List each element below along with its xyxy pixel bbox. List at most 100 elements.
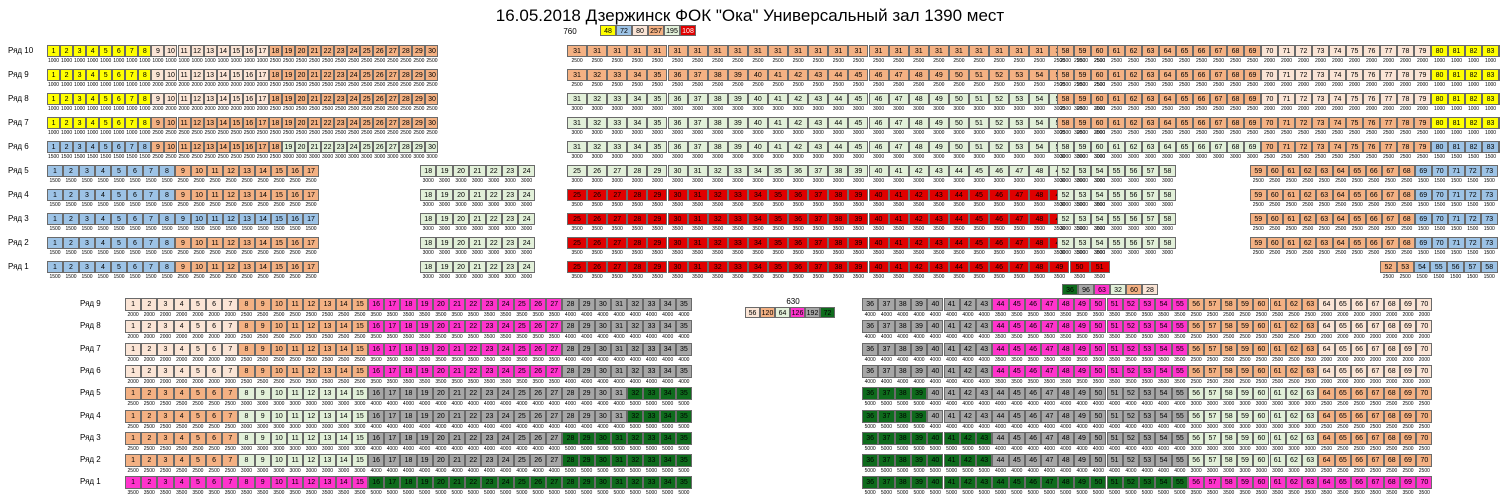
seat[interactable]: 42: [960, 387, 976, 400]
seat[interactable]: 13: [204, 69, 217, 81]
seat[interactable]: 14: [336, 432, 352, 445]
seat[interactable]: 4: [174, 410, 190, 423]
seat[interactable]: 58: [1057, 93, 1074, 105]
seat[interactable]: 16: [287, 237, 303, 249]
seat[interactable]: 64: [1159, 69, 1176, 81]
seat[interactable]: 37: [808, 189, 828, 201]
seat[interactable]: 68: [1227, 117, 1244, 129]
seat[interactable]: 62: [1300, 237, 1317, 249]
seat[interactable]: 57: [1204, 476, 1220, 489]
seat[interactable]: 21: [449, 387, 465, 400]
seat[interactable]: 60: [1267, 213, 1284, 225]
seat[interactable]: 36: [862, 454, 878, 467]
seat[interactable]: 59: [1237, 343, 1253, 356]
seat[interactable]: 24: [518, 189, 534, 201]
seat[interactable]: 22: [321, 117, 334, 129]
seat[interactable]: 68: [1399, 189, 1416, 201]
seat[interactable]: 31: [567, 117, 587, 129]
seat[interactable]: 35: [676, 454, 692, 467]
seat[interactable]: 80: [1431, 141, 1448, 153]
seat[interactable]: 21: [449, 298, 465, 311]
seat[interactable]: 50: [1090, 298, 1106, 311]
seat[interactable]: 12: [303, 365, 319, 378]
seat[interactable]: 64: [1318, 343, 1334, 356]
seat[interactable]: 42: [909, 261, 929, 273]
seat[interactable]: 31: [611, 387, 627, 400]
seat[interactable]: 65: [1176, 141, 1193, 153]
seat[interactable]: 34: [660, 320, 676, 333]
seat[interactable]: 45: [969, 213, 989, 225]
seat[interactable]: 1: [125, 476, 141, 489]
seat[interactable]: 26: [587, 261, 607, 273]
seat[interactable]: 6: [206, 432, 222, 445]
seat[interactable]: 43: [976, 387, 992, 400]
seat[interactable]: 42: [960, 410, 976, 423]
seat[interactable]: 16: [368, 432, 384, 445]
seat[interactable]: 44: [992, 454, 1008, 467]
seat[interactable]: 8: [159, 213, 175, 225]
seat[interactable]: 6: [127, 261, 143, 273]
seat[interactable]: 5: [111, 165, 127, 177]
seat[interactable]: 35: [768, 213, 788, 225]
seat[interactable]: 5: [99, 93, 112, 105]
seat[interactable]: 53: [1009, 93, 1029, 105]
seat[interactable]: 65: [1349, 237, 1366, 249]
seat[interactable]: 31: [728, 45, 748, 57]
seat[interactable]: 33: [728, 237, 748, 249]
seat[interactable]: 22: [486, 261, 502, 273]
seat[interactable]: 28: [399, 141, 412, 153]
seat[interactable]: 12: [303, 298, 319, 311]
seat[interactable]: 63: [1316, 237, 1333, 249]
seat[interactable]: 5: [190, 476, 206, 489]
seat[interactable]: 23: [502, 261, 518, 273]
seat[interactable]: 60: [1253, 320, 1269, 333]
seat[interactable]: 20: [453, 189, 469, 201]
seat[interactable]: 54: [1155, 476, 1171, 489]
seat[interactable]: 43: [976, 432, 992, 445]
seat[interactable]: 14: [336, 387, 352, 400]
seat[interactable]: 48: [909, 69, 929, 81]
seat[interactable]: 37: [808, 261, 828, 273]
seat[interactable]: 41: [944, 298, 960, 311]
seat[interactable]: 20: [433, 343, 449, 356]
seat[interactable]: 2: [141, 476, 157, 489]
seat[interactable]: 52: [1123, 476, 1139, 489]
seat[interactable]: 32: [708, 189, 728, 201]
seat[interactable]: 68: [1384, 320, 1400, 333]
seat[interactable]: 58: [1221, 343, 1237, 356]
seat[interactable]: 19: [417, 387, 433, 400]
seat[interactable]: 41: [944, 476, 960, 489]
seat[interactable]: 38: [895, 387, 911, 400]
seat[interactable]: 47: [1041, 365, 1057, 378]
seat[interactable]: 5: [111, 189, 127, 201]
seat[interactable]: 44: [992, 343, 1008, 356]
seat[interactable]: 2: [63, 165, 79, 177]
seat[interactable]: 67: [1382, 237, 1399, 249]
seat[interactable]: 22: [465, 387, 481, 400]
seat[interactable]: 76: [1363, 69, 1380, 81]
seat[interactable]: 82: [1465, 117, 1482, 129]
seat[interactable]: 44: [949, 189, 969, 201]
seat[interactable]: 49: [1074, 320, 1090, 333]
seat[interactable]: 37: [878, 387, 894, 400]
seat[interactable]: 11: [207, 213, 223, 225]
seat[interactable]: 69: [1400, 454, 1416, 467]
seat[interactable]: 16: [368, 343, 384, 356]
seat[interactable]: 30: [425, 45, 438, 57]
seat[interactable]: 2: [141, 410, 157, 423]
seat[interactable]: 62: [1125, 117, 1142, 129]
seat[interactable]: 29: [579, 432, 595, 445]
seat[interactable]: 41: [889, 213, 909, 225]
seat[interactable]: 55: [1108, 213, 1125, 225]
seat[interactable]: 26: [530, 432, 546, 445]
seat[interactable]: 7: [143, 237, 159, 249]
seat[interactable]: 14: [255, 189, 271, 201]
seat[interactable]: 23: [481, 387, 497, 400]
seat[interactable]: 11: [207, 165, 223, 177]
seat[interactable]: 36: [862, 320, 878, 333]
seat[interactable]: 7: [143, 165, 159, 177]
seat[interactable]: 69: [1400, 298, 1416, 311]
seat[interactable]: 64: [1318, 432, 1334, 445]
seat[interactable]: 20: [433, 298, 449, 311]
seat[interactable]: 59: [1237, 476, 1253, 489]
